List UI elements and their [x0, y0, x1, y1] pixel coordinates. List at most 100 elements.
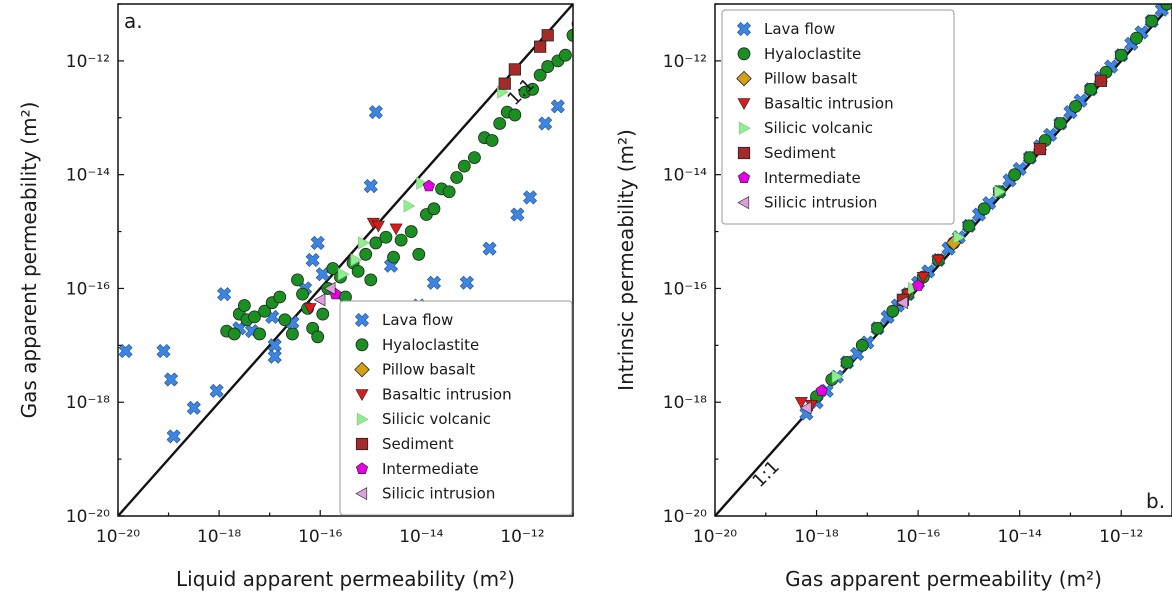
legend-label: Sediment: [764, 144, 836, 162]
data-point: [538, 116, 553, 131]
data-point: [794, 397, 808, 409]
legend-label: Silicic intrusion: [764, 194, 877, 212]
data-point: [580, 4, 592, 16]
data-point: [587, 12, 599, 24]
data-point: [412, 247, 426, 261]
data-point: [468, 151, 481, 165]
series-lava-flow: [118, 99, 587, 444]
legend-item: Sediment: [355, 435, 454, 453]
series-basaltic-intrusion: [303, 217, 403, 315]
y-tick-label: 10⁻¹⁴: [66, 166, 110, 186]
data-point: [815, 384, 828, 397]
legend-item: Lava flow: [354, 311, 453, 329]
data-point: [1084, 82, 1098, 96]
data-point: [323, 281, 336, 295]
data-point: [442, 185, 456, 199]
y-axis-label: Intrinsic permeability (m²): [614, 129, 638, 391]
one-to-one-label: 1:1: [748, 456, 783, 491]
data-point: [482, 241, 497, 256]
data-point: [498, 77, 511, 90]
x-tick-label: 10⁻¹²: [500, 527, 544, 547]
data-point: [457, 159, 471, 173]
data-point: [311, 330, 325, 344]
data-point: [1023, 151, 1037, 165]
data-point: [533, 68, 547, 82]
legend-label: Basaltic intrusion: [382, 385, 512, 403]
data-point: [394, 233, 408, 247]
data-point: [303, 303, 317, 315]
chart-panel-b: 1:1 10⁻²⁰ 10⁻¹⁸ 10⁻¹⁶ 10⁻¹⁴ 10⁻¹² 10⁻²⁰ 10⁻¹⁸ 10…: [614, 3, 1172, 591]
y-tick-label: 10⁻¹⁴: [663, 166, 707, 186]
legend-label: Intermediate: [382, 460, 479, 478]
data-point: [602, 0, 614, 1]
series-silicic-intrusion: [313, 281, 336, 307]
data-point: [508, 108, 522, 122]
plot-area: [118, 0, 614, 516]
data-point: [369, 236, 383, 250]
data-point: [368, 105, 383, 120]
legend-item: Pillow basalt: [354, 361, 475, 379]
chart-panel-a: 1:110⁻²⁰ 10⁻¹⁸ 10⁻¹⁶ 10⁻¹⁴ 10⁻¹²10⁻²⁰10⁻¹⁸10…: [17, 0, 614, 591]
data-point: [1053, 117, 1067, 130]
legend-label: Sediment: [382, 435, 454, 453]
data-point: [962, 219, 976, 233]
legend-label: Lava flow: [382, 311, 453, 329]
legend: Lava flow Hyaloclastite Pillow basalt Basal…: [721, 9, 955, 225]
data-point: [316, 307, 330, 321]
legend-label: Lava flow: [764, 20, 835, 38]
legend-item: Silicic intrusion: [355, 485, 495, 503]
data-point: [450, 171, 464, 184]
data-point: [291, 273, 304, 287]
legend-marker: [355, 437, 369, 451]
legend-item: Intermediate: [737, 169, 861, 187]
data-point: [267, 338, 282, 353]
data-point: [550, 99, 565, 114]
legend-box: [339, 300, 573, 516]
data-point: [1094, 74, 1108, 87]
data-point: [1008, 168, 1021, 182]
legend-item: Sediment: [737, 144, 836, 162]
data-point: [953, 230, 966, 244]
legend-item: Intermediate: [355, 460, 479, 478]
data-point: [1130, 31, 1143, 45]
data-point: [526, 82, 539, 96]
legend-item: Lava flow: [736, 20, 835, 38]
data-point: [315, 267, 330, 282]
legend-marker: [355, 389, 369, 402]
data-point: [541, 60, 555, 73]
legend-label: Pillow basalt: [764, 70, 857, 88]
x-tick-label: 10⁻¹⁴: [998, 527, 1042, 547]
series-hyaloclastite: [220, 0, 614, 344]
legend-marker: [355, 462, 369, 475]
legend-marker: [354, 361, 370, 378]
y-tick-label: 10⁻¹⁶: [66, 279, 110, 299]
data-point: [156, 343, 171, 359]
data-point: [359, 247, 373, 261]
data-point: [912, 279, 925, 291]
series-intermediate: [815, 279, 925, 397]
x-axis-label: Liquid apparent permeability (m²): [176, 567, 515, 591]
data-point: [351, 264, 365, 278]
data-point: [595, 9, 607, 21]
data-point: [485, 134, 499, 147]
legend-marker: [738, 121, 751, 135]
x-tick-label: 10⁻²⁰: [693, 527, 737, 547]
data-point: [296, 287, 309, 301]
data-point: [994, 185, 1006, 199]
y-tick-label: 10⁻²⁰: [663, 507, 707, 527]
data-point: [404, 225, 418, 238]
data-point: [559, 48, 572, 62]
x-tick-label: 10⁻¹⁶: [896, 527, 940, 547]
data-point: [574, 140, 587, 153]
data-point: [1145, 14, 1159, 28]
data-point: [313, 293, 326, 307]
data-point: [267, 349, 282, 364]
legend-item: Basaltic intrusion: [355, 385, 512, 403]
data-point: [387, 250, 400, 264]
series-pillow-basalt: [594, 136, 608, 150]
data-point: [358, 236, 370, 250]
data-point: [931, 254, 945, 267]
legend-label: Silicic intrusion: [382, 485, 495, 503]
data-point: [248, 310, 261, 324]
x-axis-label: Gas apparent permeability (m²): [785, 567, 1102, 591]
